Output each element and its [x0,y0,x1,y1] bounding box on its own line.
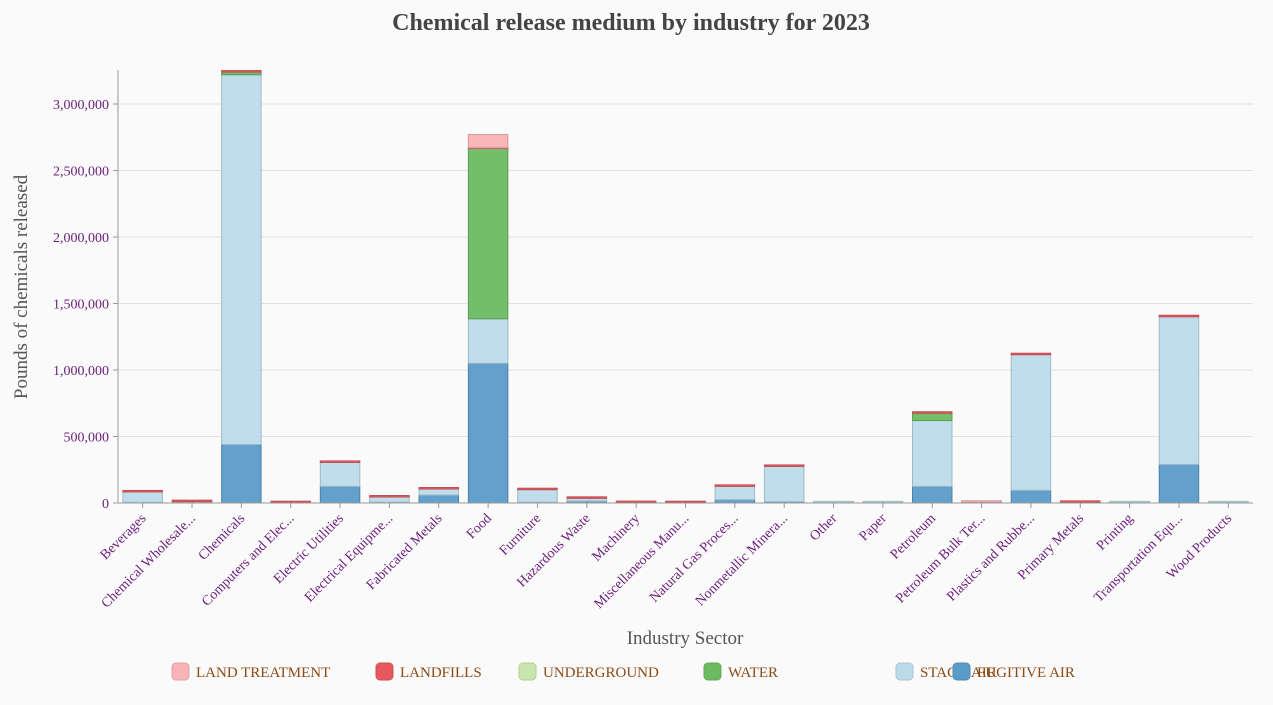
bar-segment-stack-air [467,318,509,364]
chart-title: Chemical release medium by industry for … [392,10,870,36]
bar-segment-landfills [1060,500,1101,503]
bar-segment-water [912,412,953,422]
x-tick-label: Food [464,511,495,542]
bar-segment-water [467,148,509,320]
bar-segment-landfills [319,460,361,463]
bar-segment-landfills [369,495,410,498]
legend-swatch [952,662,971,681]
x-tick-label: Plastics and Rubbe... [944,511,1037,604]
bar-segment-landfills [122,489,163,493]
x-tick-label: Petroleum Bulk Ter... [893,511,988,606]
legend-swatch [518,662,537,681]
x-tick-label: Computers and Elec... [199,511,297,609]
bar-segment-stack-air [1158,316,1200,465]
legend-item[interactable]: WATER [703,662,778,681]
x-axis-title: Industry Sector [627,628,744,649]
bar-segment-stack-air [122,491,163,504]
y-tick-label: 500,000 [64,431,110,446]
bar-segment-fugitive-air [467,362,509,504]
x-tick-label: Miscellaneous Manu... [592,511,693,612]
legend-label: UNDERGROUND [543,665,659,681]
legend-item[interactable]: FUGITIVE AIR [952,662,1075,681]
bar-segment-stack-air [763,465,805,503]
bar-segment-landfills [615,500,657,504]
bar-segment-stack-air [912,420,953,487]
bar-segment-fugitive-air [912,485,953,504]
bar-segment-landfills [517,487,558,491]
legend-item[interactable]: LANDFILLS [375,662,482,681]
x-tick-label: Paper [857,511,890,544]
bar-segment-landfills [566,496,608,499]
x-tick-label: Transportation Equ... [1091,511,1185,605]
legend: LAND TREATMENT LANDFILLS UNDERGROUND WATER S… [171,662,1075,681]
legend-swatch [171,662,190,681]
x-tick-label: Chemical Wholesale... [99,511,199,611]
bar-segment-stack-air [319,461,361,487]
y-tick-label: 0 [102,497,109,512]
bar-segment-stack-air [418,488,459,496]
bar-segment-landfills [1010,352,1052,356]
y-tick-label: 1,000,000 [53,364,109,379]
legend-item[interactable]: LAND TREATMENT [171,662,330,681]
bar-segment-landfills [714,484,756,487]
bar-segment-stack-air [369,496,410,503]
x-tick-label: Petroleum [888,511,939,562]
bar-segment-fugitive-air [1010,489,1052,504]
x-tick-label: Printing [1094,511,1137,554]
legend-swatch [895,662,914,681]
bar-segment-landfills [221,70,262,73]
bar-segment-stack-air [1010,354,1052,491]
x-tick-label: Chemicals [196,511,248,563]
y-axis-title: Pounds of chemicals released [11,174,32,399]
bar-segment-stack-air [221,74,262,445]
bar-segment-landfills [763,464,805,467]
y-axis: 0 500,000 1,000,000 1,500,000 2,000,000 2,500… [53,70,119,512]
legend-label: WATER [728,665,778,681]
y-tick-label: 2,000,000 [53,231,109,246]
legend-label: FUGITIVE AIR [977,665,1075,681]
x-tick-label: Other [807,511,840,544]
y-tick-label: 2,500,000 [53,165,109,180]
bar-segment-landfills [1158,314,1200,318]
bar-segment-stack-air [714,485,756,501]
bar-segment-land-treatment [467,134,509,149]
x-tick-label: Natural Gas Proces... [647,511,741,605]
y-tick-label: 1,500,000 [53,298,109,313]
legend-swatch [703,662,722,681]
x-tick-label: Nonmetallic Minera... [693,511,791,609]
bar-segment-fugitive-air [418,494,459,504]
bar-segment-land-treatment [961,500,1002,503]
legend-label: LANDFILLS [400,665,482,681]
legend-label: LAND TREATMENT [196,665,330,681]
bar-segment-stack-air [517,489,558,503]
x-tick-label: Electrical Equipme... [302,511,396,605]
bar-segment-fugitive-air [1158,463,1200,504]
x-tick-label: Beverages [98,511,150,563]
bar-segment-landfills [912,411,953,414]
bar-segment-landfills [171,499,213,503]
legend-swatch [375,662,394,681]
x-tick-label: Furniture [497,511,544,558]
bars [122,70,1249,504]
bar-segment-fugitive-air [221,443,262,504]
legend-item[interactable]: UNDERGROUND [518,662,659,681]
y-tick-label: 3,000,000 [53,98,109,113]
bar-segment-landfills [418,487,459,490]
bar-segment-fugitive-air [319,485,361,504]
gridlines [118,103,1253,437]
